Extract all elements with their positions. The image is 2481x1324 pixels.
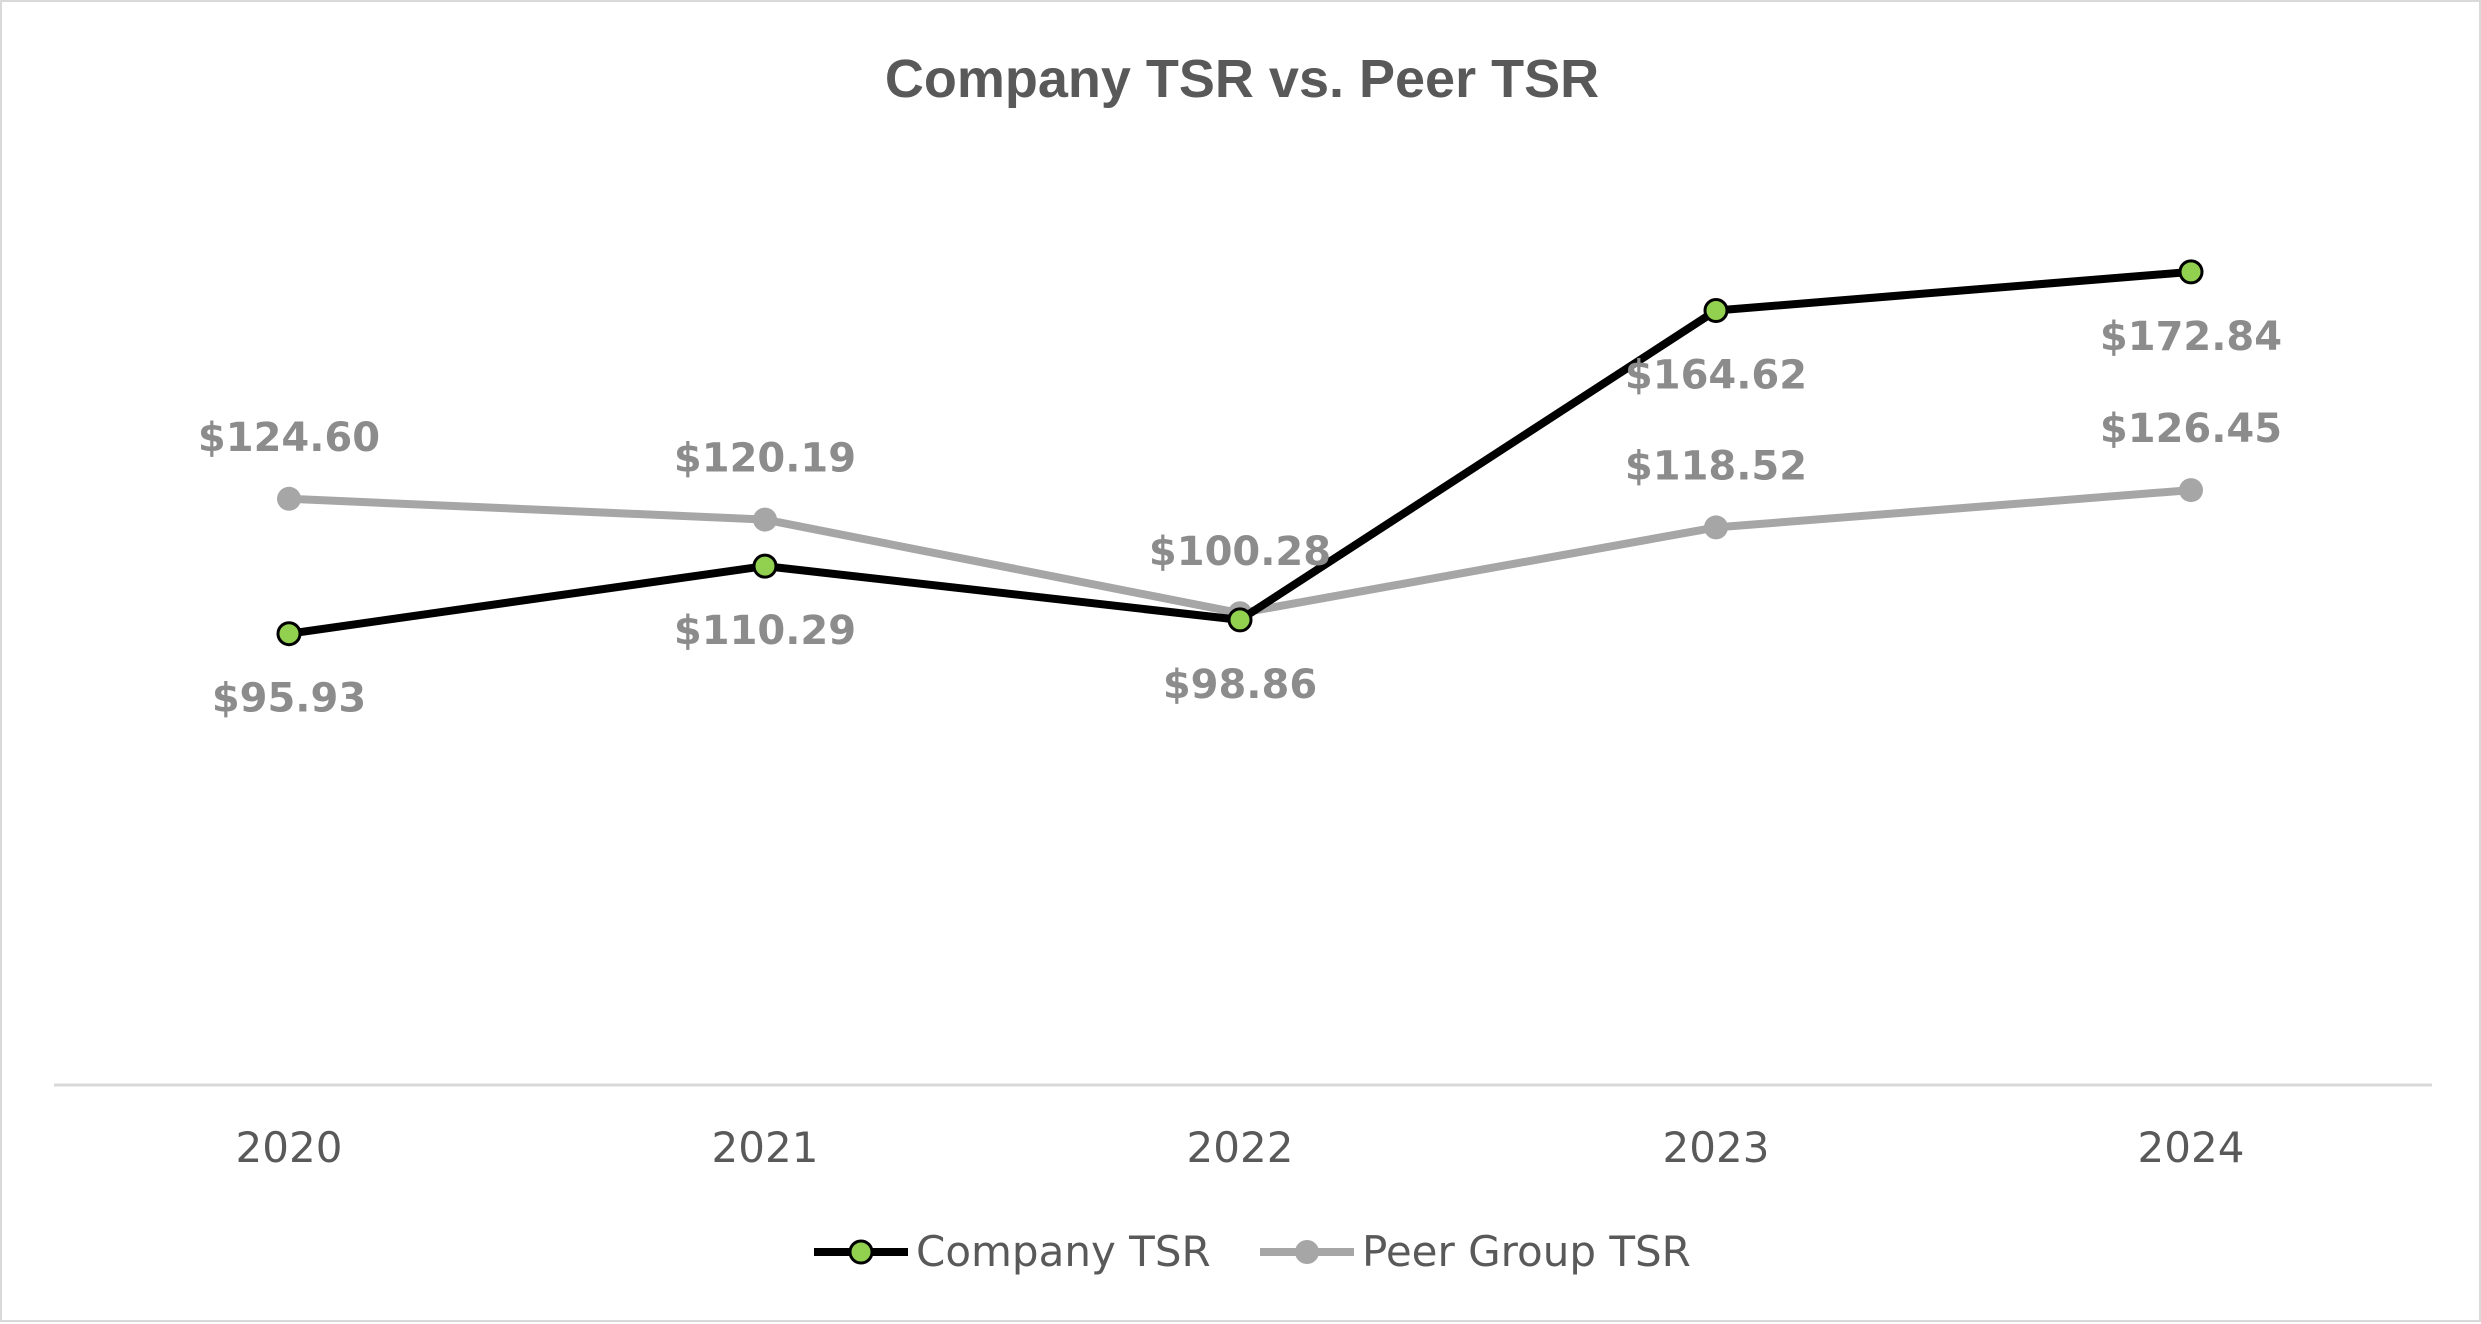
x-tick-label-2022: 2022 [1187, 1123, 1294, 1172]
data-point-peer-2020[interactable] [277, 486, 301, 511]
data-labels: $95.93 $110.29 $98.86 $164.62 $172.84 $124.60… [198, 314, 2282, 722]
legend: Company TSR Peer Group TSR [814, 1227, 1691, 1276]
data-label-company-2022: $98.86 [1163, 662, 1317, 708]
x-tick-label-2024: 2024 [2138, 1123, 2245, 1172]
data-label-peer-2023: $118.52 [1625, 443, 1807, 489]
legend-label-peer: Peer Group TSR [1362, 1227, 1691, 1276]
x-tick-label-2020: 2020 [236, 1123, 343, 1172]
legend-marker-peer [1295, 1240, 1319, 1264]
x-tick-label-2023: 2023 [1663, 1123, 1770, 1172]
series-line-company [288, 267, 2192, 638]
data-point-company-2022[interactable] [1227, 607, 1253, 633]
data-label-peer-2024: $126.45 [2100, 406, 2282, 452]
data-label-company-2023: $164.62 [1625, 353, 1807, 399]
data-point-peer-2023[interactable] [1704, 515, 1728, 540]
data-point-company-2021[interactable] [752, 553, 778, 579]
chart-title: Company TSR vs. Peer TSR [885, 49, 1599, 109]
data-label-company-2024: $172.84 [2100, 314, 2282, 360]
legend-item-peer[interactable]: Peer Group TSR [1260, 1227, 1691, 1276]
data-label-peer-2022: $100.28 [1149, 529, 1331, 575]
series-layer [276, 259, 2204, 647]
legend-label-company: Company TSR [916, 1227, 1211, 1276]
data-label-company-2020: $95.93 [212, 676, 366, 722]
data-label-peer-2020: $124.60 [198, 415, 380, 461]
data-label-peer-2021: $120.19 [674, 436, 856, 482]
data-point-peer-2024[interactable] [2179, 478, 2203, 503]
data-point-peer-2021[interactable] [753, 507, 777, 532]
data-point-company-2023[interactable] [1703, 298, 1729, 323]
x-tick-label-2021: 2021 [712, 1123, 819, 1172]
legend-item-company[interactable]: Company TSR [814, 1227, 1211, 1276]
legend-marker-company [848, 1239, 874, 1265]
data-point-company-2024[interactable] [2178, 259, 2204, 285]
x-axis-ticks: 2020 2021 2022 2023 2024 [236, 1123, 2245, 1172]
data-point-company-2020[interactable] [276, 621, 302, 647]
data-label-company-2021: $110.29 [674, 608, 856, 654]
